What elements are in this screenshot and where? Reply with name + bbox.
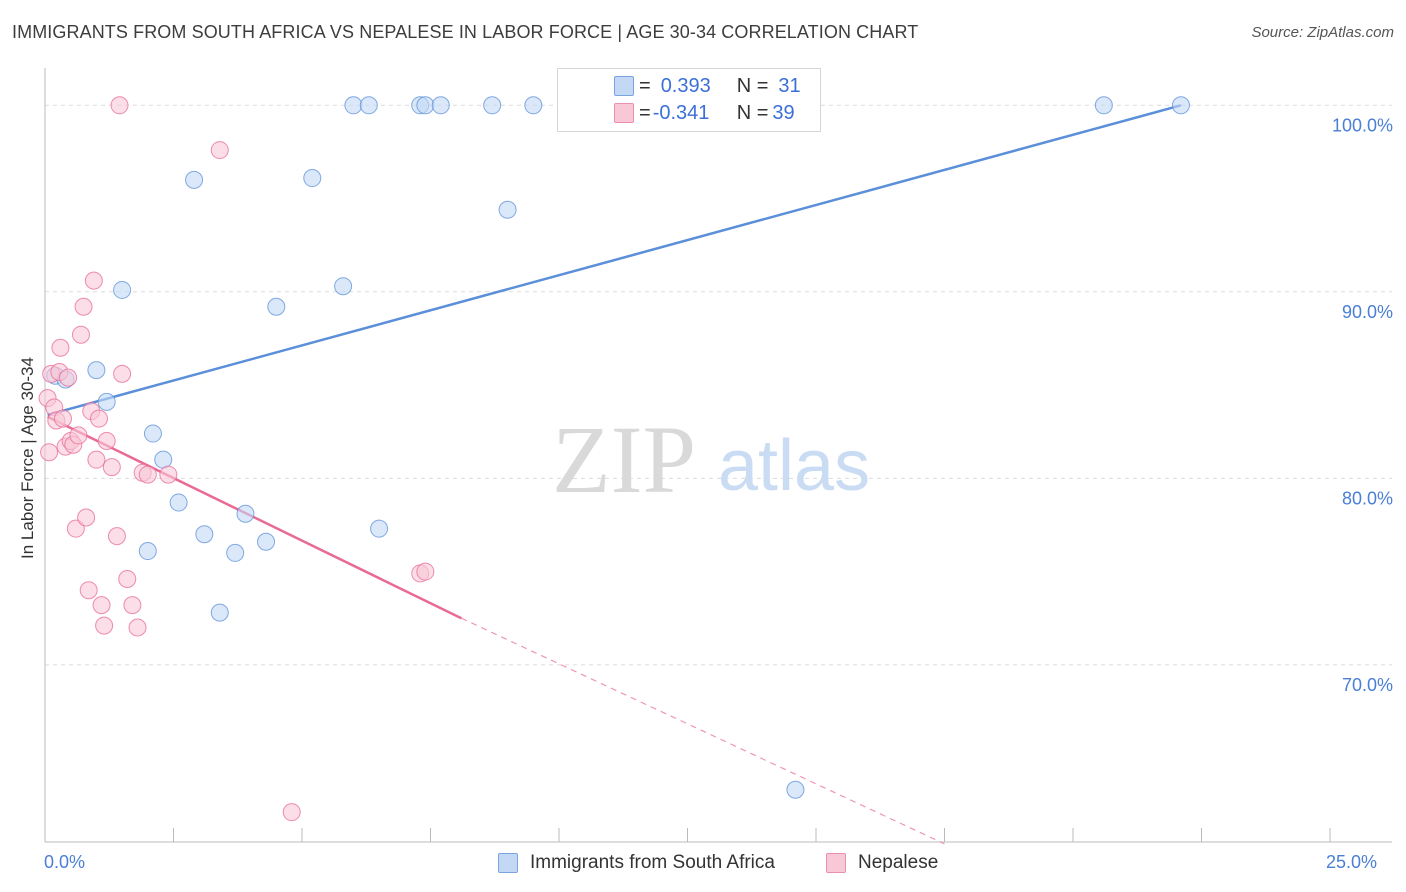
- data-point-series-0: [786, 780, 805, 799]
- data-point-series-1: [74, 297, 93, 316]
- data-point-series-1: [110, 96, 129, 115]
- data-point-series-1: [59, 368, 78, 387]
- legend-row-nepalese: R = -0.341 N = 39: [586, 101, 795, 125]
- data-point-series-1: [210, 141, 229, 160]
- data-point-series-1: [102, 458, 121, 477]
- data-point-series-0: [431, 96, 450, 115]
- data-point-series-1: [282, 803, 301, 822]
- legend-item-south-africa: Immigrants from South Africa: [498, 852, 775, 874]
- data-point-series-1: [416, 562, 435, 581]
- data-point-series-0: [97, 392, 116, 411]
- data-point-series-0: [113, 280, 132, 299]
- data-point-series-0: [524, 96, 543, 115]
- data-point-series-1: [118, 570, 137, 589]
- legend-n-label: N =: [736, 74, 769, 97]
- legend-n-value: 31: [778, 74, 801, 97]
- x-tick-label-max: 25.0%: [1326, 852, 1378, 872]
- legend-r-value: 0.393: [660, 74, 711, 97]
- data-point-series-0: [483, 96, 502, 115]
- data-point-series-1: [97, 432, 116, 451]
- trend-line-0: [47, 104, 1182, 417]
- legend-n-label: N =: [736, 101, 769, 124]
- data-point-series-1: [77, 508, 96, 527]
- data-point-series-0: [359, 96, 378, 115]
- data-point-series-0: [334, 277, 353, 296]
- data-point-series-0: [416, 96, 435, 115]
- data-point-series-1: [71, 325, 90, 344]
- trend-line-extension-1: [461, 617, 945, 845]
- legend-swatch-nepalese: [614, 103, 634, 123]
- legend-label-nepalese: Nepalese: [858, 852, 939, 873]
- grid-lines: [45, 104, 1392, 666]
- y-tick-label: 70.0%: [1342, 675, 1393, 695]
- x-tick-label-min: 0.0%: [44, 852, 86, 872]
- data-point-series-1: [138, 465, 157, 484]
- data-point-series-0: [169, 493, 188, 512]
- watermark-atlas: atlas: [718, 426, 870, 506]
- watermark-zip: ZIP: [552, 406, 696, 513]
- source-label: Source: ZipAtlas.com: [1251, 24, 1394, 41]
- data-point-series-0: [257, 532, 276, 551]
- data-point-series-1: [123, 596, 142, 615]
- data-point-series-0: [498, 200, 517, 219]
- data-point-series-1: [53, 409, 72, 428]
- data-point-series-0: [143, 424, 162, 443]
- y-tick-label: 80.0%: [1342, 488, 1393, 508]
- data-point-series-0: [370, 519, 389, 538]
- data-point-series-0: [303, 169, 322, 188]
- data-point-series-1: [87, 450, 106, 469]
- watermark: ZIP atlas: [552, 406, 870, 513]
- data-point-series-0: [344, 96, 363, 115]
- data-point-series-0: [1171, 96, 1190, 115]
- legend-item-nepalese: Nepalese: [826, 852, 938, 874]
- data-point-series-0: [138, 542, 157, 561]
- data-point-series-1: [159, 465, 178, 484]
- series-legend: Immigrants from South Africa Nepalese: [0, 852, 1406, 878]
- data-point-series-0: [87, 361, 106, 380]
- y-tick-label: 90.0%: [1342, 302, 1393, 322]
- legend-n-value: 39: [772, 101, 795, 124]
- data-point-series-1: [92, 596, 111, 615]
- legend-swatch-nepalese: [826, 853, 846, 873]
- stats-legend: R = 0.393 N = 31 R = -0.341 N = 39: [557, 68, 821, 132]
- legend-swatch-south-africa: [498, 853, 518, 873]
- data-point-series-0: [185, 170, 204, 189]
- data-points: [38, 96, 1190, 822]
- y-tick-labels: 100.0% 90.0% 80.0% 70.0%: [1332, 115, 1393, 695]
- legend-label-south-africa: Immigrants from South Africa: [530, 852, 775, 873]
- data-point-series-1: [113, 364, 132, 383]
- data-point-series-1: [107, 527, 126, 546]
- data-point-series-0: [236, 504, 255, 523]
- data-point-series-1: [66, 519, 85, 538]
- legend-row-south-africa: R = 0.393 N = 31: [586, 74, 801, 98]
- y-tick-label: 100.0%: [1332, 115, 1393, 135]
- trend-line-1: [47, 415, 462, 620]
- data-point-series-1: [40, 443, 59, 462]
- data-point-series-0: [267, 297, 286, 316]
- data-point-series-1: [89, 409, 108, 428]
- data-point-series-1: [51, 338, 70, 357]
- data-point-series-1: [128, 618, 147, 637]
- data-point-series-0: [154, 450, 173, 469]
- chart-title: IMMIGRANTS FROM SOUTH AFRICA VS NEPALESE…: [12, 22, 919, 42]
- data-point-series-0: [226, 543, 245, 562]
- data-point-series-0: [195, 525, 214, 544]
- legend-swatch-south-africa: [614, 76, 634, 96]
- data-point-series-1: [84, 271, 103, 290]
- legend-r-value: -0.341: [652, 101, 710, 124]
- data-point-series-1: [95, 616, 114, 635]
- data-point-series-0: [210, 603, 229, 622]
- data-point-series-1: [79, 581, 98, 600]
- data-point-series-1: [69, 426, 88, 445]
- data-point-series-0: [1094, 96, 1113, 115]
- trend-lines: [47, 104, 1182, 845]
